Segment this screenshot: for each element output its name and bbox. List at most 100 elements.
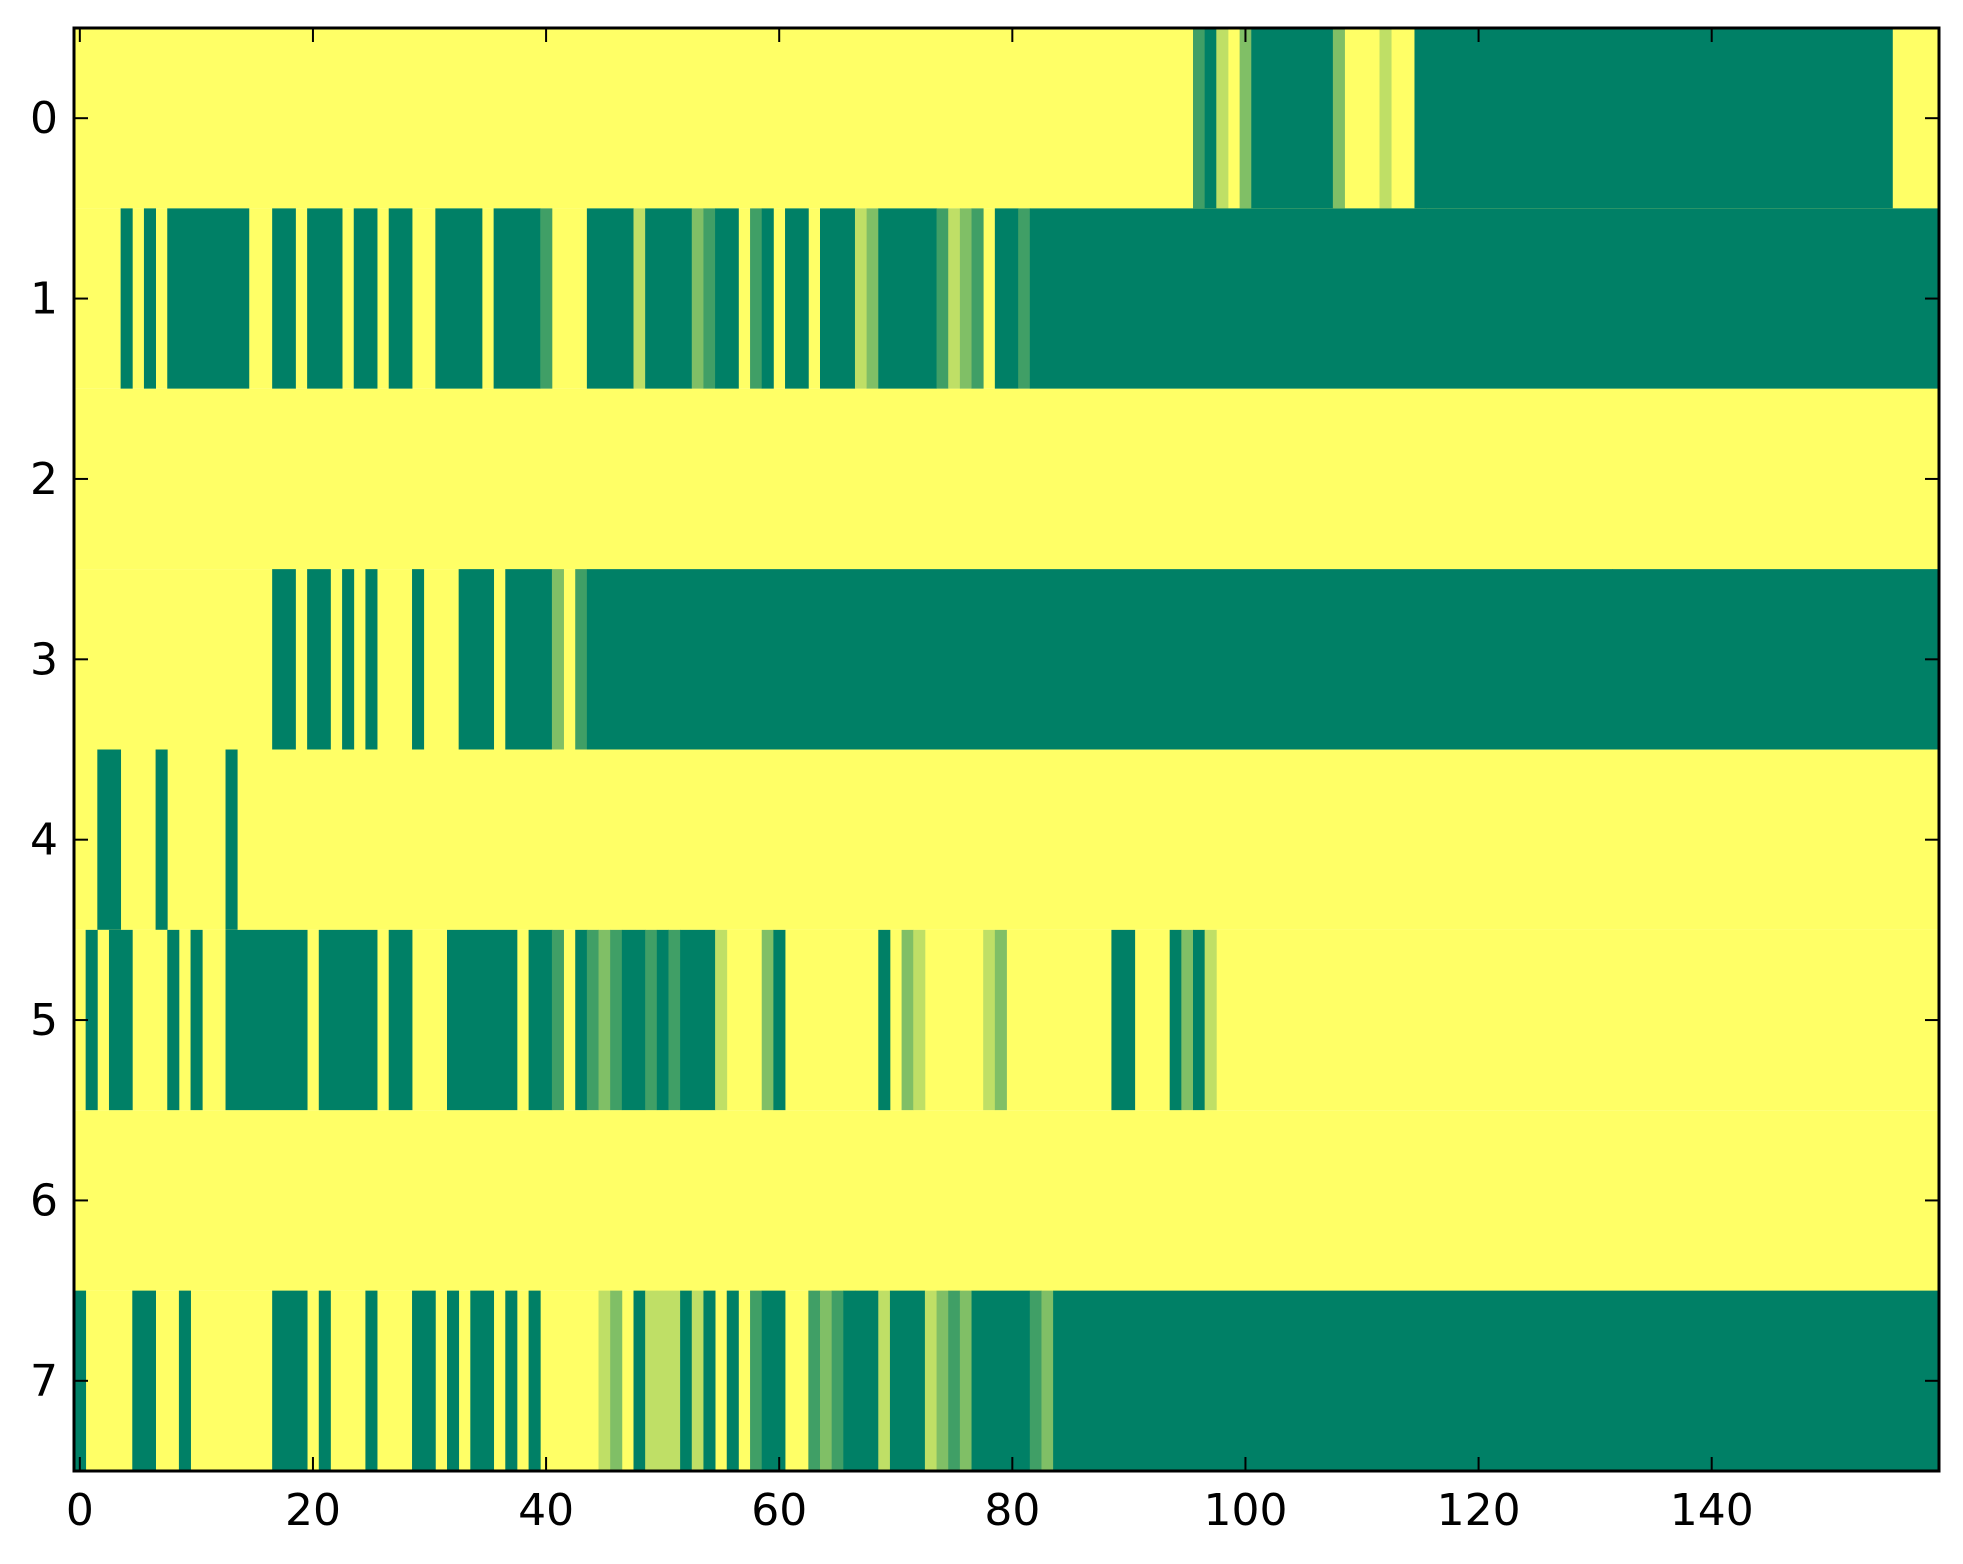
heatmap-cell: [1414, 28, 1427, 209]
y-tick-label: 3: [30, 634, 58, 685]
heatmap-cell: [1053, 1290, 1940, 1471]
heatmap-cell: [1029, 208, 1940, 389]
y-tick-label: 7: [30, 1356, 58, 1407]
heatmap-cell: [447, 1290, 460, 1471]
heatmap-cell: [85, 929, 98, 1111]
heatmap-cell: [190, 929, 203, 1111]
heatmap-cell: [866, 208, 879, 389]
heatmap-cell: [761, 208, 774, 389]
heatmap-cell: [412, 569, 425, 750]
heatmap-cell: [854, 1290, 879, 1471]
heatmap-cell: [703, 1290, 716, 1471]
heatmap-cell: [120, 208, 133, 389]
heatmap-cell: [680, 929, 716, 1111]
heatmap-cell: [1193, 929, 1206, 1111]
heatmap-cell: [1169, 929, 1182, 1111]
heatmap-cell: [994, 208, 1019, 389]
heatmap-cell: [598, 1290, 611, 1471]
heatmap-cell: [132, 1290, 156, 1471]
heatmap-cell: [645, 1290, 658, 1471]
heatmap-row-6-background: [74, 1110, 1939, 1291]
heatmap-cell: [924, 1290, 937, 1471]
x-tick-label: 120: [1437, 1485, 1521, 1536]
heatmap-cell: [167, 929, 180, 1111]
heatmap-cell: [691, 208, 704, 389]
heatmap-cell: [493, 208, 541, 389]
heatmap-cell: [610, 929, 623, 1111]
heatmap-cell: [971, 1290, 1031, 1471]
heatmap-cell: [761, 1290, 786, 1471]
heatmap-cell: [540, 208, 553, 389]
heatmap-cell: [1379, 28, 1392, 209]
heatmap-cell: [586, 208, 634, 389]
heatmap-cell: [1332, 28, 1345, 209]
heatmap-cell: [750, 1290, 763, 1471]
x-tick-label: 100: [1203, 1485, 1287, 1536]
heatmap-cell: [575, 929, 588, 1111]
heatmap-cell: [936, 1290, 949, 1471]
heatmap-cell: [388, 208, 413, 389]
heatmap-cell: [831, 1290, 844, 1471]
heatmap-cell: [575, 569, 588, 750]
heatmap-cell: [505, 1290, 518, 1471]
heatmap-cell: [656, 929, 669, 1111]
heatmap-cell: [878, 1290, 891, 1471]
heatmap-cell: [1193, 28, 1206, 209]
x-tick-label: 80: [984, 1485, 1040, 1536]
heatmap-cell: [318, 929, 378, 1111]
heatmap-cell: [1216, 28, 1229, 209]
heatmap-cell: [598, 929, 611, 1111]
heatmap-cell: [365, 569, 378, 750]
heatmap-cell: [586, 569, 1614, 750]
heatmap-cell: [551, 569, 564, 750]
heatmap-cell: [878, 208, 937, 389]
heatmap-cell: [983, 929, 996, 1111]
heatmap-cell: [761, 929, 774, 1111]
heatmap-cell: [750, 208, 763, 389]
heatmap-cell: [528, 929, 553, 1111]
heatmap-cell: [715, 208, 739, 389]
x-tick-label: 20: [285, 1485, 341, 1536]
heatmap-cell: [1612, 569, 1940, 750]
y-tick-label: 1: [30, 274, 58, 325]
heatmap-cell: [143, 208, 156, 389]
heatmap-cell: [785, 208, 809, 389]
x-tick-label: 140: [1670, 1485, 1754, 1536]
heatmap-cell: [447, 929, 518, 1111]
heatmap-cell: [959, 1290, 972, 1471]
heatmap-cell: [1018, 208, 1031, 389]
tick-labels: 0 20 40 60 80 100 120 140 0 1 2 3 4 5 6 7: [30, 93, 1754, 1536]
heatmap-cell: [645, 208, 693, 389]
heatmap-cell: [703, 208, 716, 389]
heatmap-cell: [586, 929, 599, 1111]
heatmap-cell: [668, 929, 681, 1111]
heatmap-cell: [773, 929, 786, 1111]
heatmap-cell: [225, 929, 308, 1111]
heatmap-cell: [656, 1290, 681, 1471]
heatmap-cell: [1204, 28, 1217, 209]
heatmap-cell: [843, 1290, 856, 1471]
y-tick-label: 5: [30, 995, 58, 1046]
x-tick-label: 60: [751, 1485, 807, 1536]
heatmap-cell: [272, 1290, 308, 1471]
axes-frame: [72, 26, 1941, 1473]
heatmap-cell: [528, 1290, 541, 1471]
heatmap-cell: [645, 929, 658, 1111]
heatmap-cell: [342, 569, 355, 750]
heatmap-cell: [307, 208, 343, 389]
heatmap-cell: [889, 1290, 926, 1471]
x-tick-label: 40: [518, 1485, 574, 1536]
heatmap-cell: [97, 749, 122, 930]
heatmap-row-2-background: [74, 388, 1939, 570]
heatmap-cell: [365, 1290, 378, 1471]
heatmap-cell: [1111, 929, 1136, 1111]
heatmap-cell: [1041, 1290, 1054, 1471]
heatmap-cell: [633, 1290, 646, 1471]
heatmap-cell: [1426, 28, 1893, 209]
axis-ticks: [74, 28, 1939, 1471]
y-tick-label: 6: [30, 1175, 58, 1226]
heatmap-cell: [948, 208, 961, 389]
heatmap-cell: [155, 749, 168, 930]
